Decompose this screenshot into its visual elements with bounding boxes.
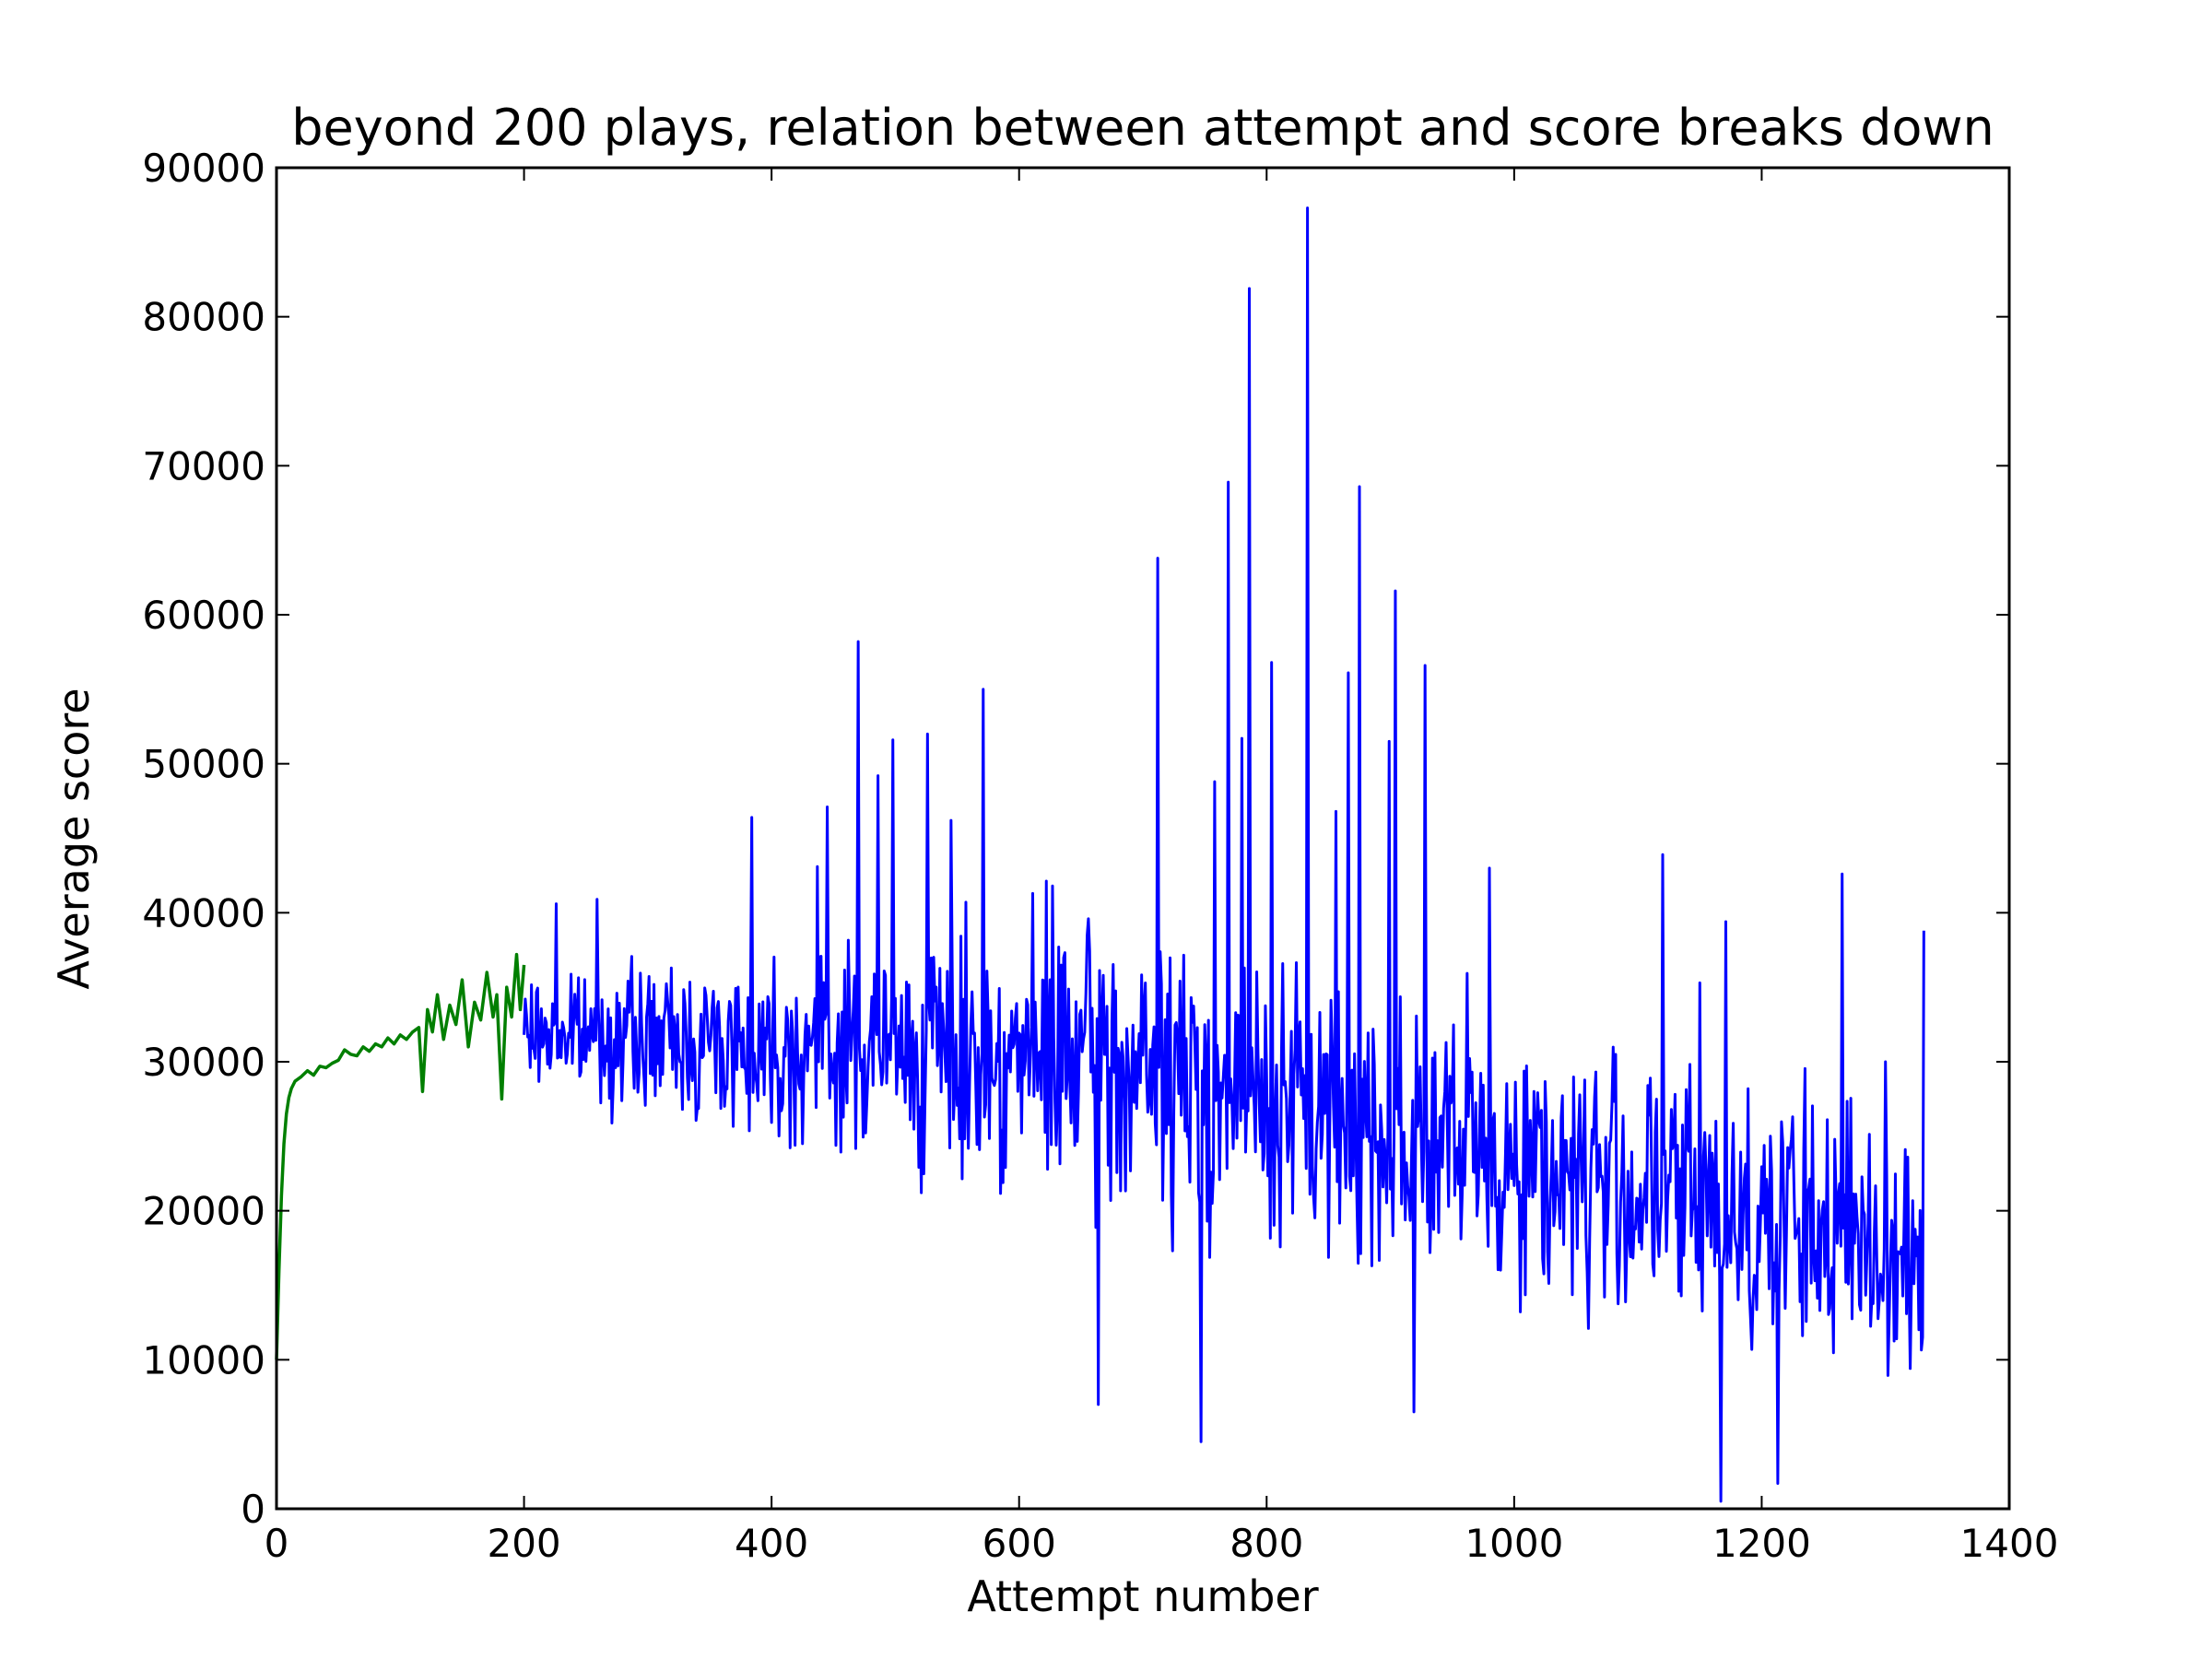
x-tick-label: 600 <box>982 1521 1056 1566</box>
y-tick-label: 20000 <box>142 1189 265 1234</box>
y-tick-label: 40000 <box>142 890 265 935</box>
series-line-after-200 <box>523 206 1925 1503</box>
x-tick-labels: 0 200 400 600 800 1000 1200 1400 <box>265 1521 2059 1566</box>
x-tick-label: 0 <box>265 1521 289 1566</box>
y-tick-label: 30000 <box>142 1040 265 1085</box>
y-tick-label: 50000 <box>142 742 265 787</box>
y-tick-label: 0 <box>241 1487 265 1532</box>
x-tick-label: 1200 <box>1712 1521 1811 1566</box>
y-tick-label: 80000 <box>142 295 265 340</box>
plot-lines <box>275 206 1925 1503</box>
y-axis-label: Average score <box>49 688 99 989</box>
x-tick-label: 1000 <box>1465 1521 1563 1566</box>
x-tick-label: 200 <box>487 1521 560 1566</box>
axes-frame <box>275 166 2011 1511</box>
x-tick-label: 800 <box>1230 1521 1303 1566</box>
y-tick-label: 60000 <box>142 593 265 638</box>
series-line-first-200 <box>275 952 526 1360</box>
chart-title: beyond 200 plays, relation between attem… <box>291 99 1994 157</box>
y-tick-label: 70000 <box>142 443 265 488</box>
y-tick-label: 10000 <box>142 1337 265 1382</box>
y-tick-label: 90000 <box>142 146 265 191</box>
x-axis-label: Attempt number <box>967 1571 1318 1621</box>
y-tick-labels: 0 10000 20000 30000 40000 50000 60000 70000 8000… <box>142 146 265 1532</box>
x-tick-label: 400 <box>735 1521 808 1566</box>
x-tick-label: 1400 <box>1960 1521 2059 1566</box>
